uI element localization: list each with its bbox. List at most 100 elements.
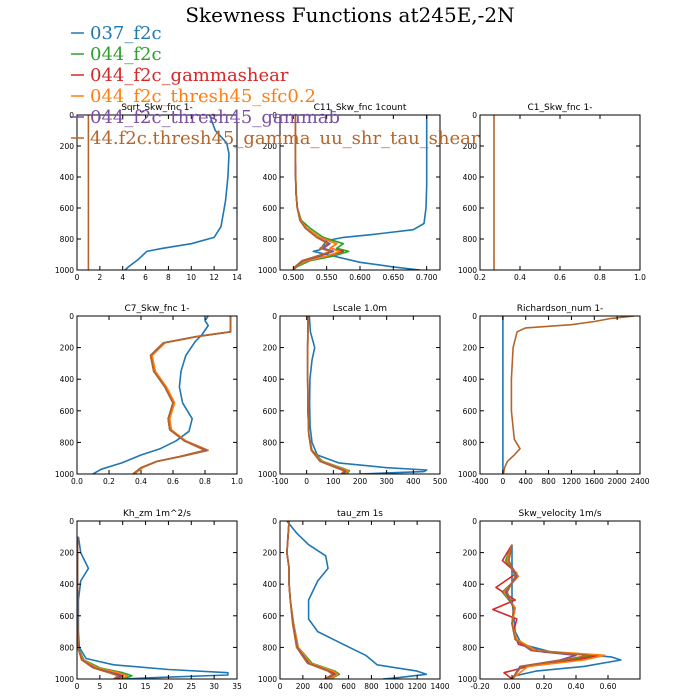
y-tick-label: 1000 [55,266,74,275]
x-tick-label: 0 [278,682,283,691]
y-tick-label: 800 [463,235,478,244]
series-group [92,316,232,474]
x-tick-label: 0 [75,273,80,282]
y-tick-label: 600 [60,204,75,213]
y-tick-label: 200 [263,344,278,353]
x-tick-label: 800 [541,477,556,486]
x-tick-label: 0.700 [416,273,438,282]
x-tick-label: 10 [187,273,197,282]
y-tick-label: 600 [463,407,478,416]
y-tick-label: 600 [263,407,278,416]
y-tick-label: 0 [69,312,74,321]
series-group [306,316,428,474]
x-tick-label: -400 [471,477,488,486]
y-tick-label: 0 [272,517,277,526]
y-tick-label: 600 [60,612,75,621]
series-group [77,536,229,679]
legend-label: 037_f2c [90,23,162,44]
x-tick-label: 0.20 [536,682,553,691]
x-tick-label: 0.600 [349,273,371,282]
x-tick-label: 0.500 [283,273,305,282]
x-tick-label: 1000 [385,682,404,691]
x-tick-label: 0 [75,682,80,691]
plot-frame [76,114,238,271]
x-tick-label: 0.00 [504,682,521,691]
y-tick-label: 400 [463,580,478,589]
y-tick-label: 0 [472,111,477,120]
y-tick-label: 200 [263,142,278,151]
plot-frame [479,520,641,680]
panel-2: C11_Skw_fnc 1count 0 200 400 600 800 1000 0.500… [258,103,441,282]
legend-item: 044_f2c [71,44,162,65]
panel-title: C11_Skw_fnc 1count [314,103,407,113]
x-tick-label: 400 [519,477,534,486]
x-tick-label: 0.8 [199,477,211,486]
series-line-1 [92,316,209,474]
x-tick-label: 2000 [608,477,627,486]
y-tick-label: 800 [263,235,278,244]
x-tick-label: 1400 [430,682,449,691]
y-tick-label: 400 [463,375,478,384]
y-tick-label: 400 [263,375,278,384]
y-tick-label: 0 [69,111,74,120]
x-tick-label: 15 [141,682,151,691]
y-tick-label: 800 [263,643,278,652]
series-line-6 [292,115,332,270]
y-tick-label: 600 [60,407,75,416]
y-tick-label: 400 [263,173,278,182]
x-tick-label: -100 [271,477,288,486]
x-tick-label: 0.60 [600,682,617,691]
x-tick-label: 35 [232,682,242,691]
x-tick-label: 0 [500,477,505,486]
y-tick-label: 800 [263,438,278,447]
panel-title: Sqrt_Skw_fnc 1- [121,103,193,113]
x-tick-label: 1.0 [634,273,646,282]
x-tick-label: 0.6 [554,273,566,282]
series-line-2 [502,316,635,474]
series-line-1 [286,521,428,679]
y-tick-label: 600 [263,612,278,621]
x-tick-label: 0.550 [316,273,338,282]
x-tick-label: 20 [164,682,174,691]
x-tick-label: 0 [304,477,309,486]
x-tick-label: 1200 [408,682,427,691]
x-tick-label: 0.650 [383,273,405,282]
plot-frame [76,315,238,475]
y-tick-label: 1000 [258,266,277,275]
x-tick-label: 4 [120,273,125,282]
y-tick-label: 200 [463,549,478,558]
y-tick-label: 200 [60,344,75,353]
x-tick-label: 1.0 [231,477,243,486]
legend-item: 44.f2c.thresh45_gamma_uu_shr_tau_shear [71,128,480,149]
panel-title: tau_zm 1s [337,509,383,519]
y-tick-label: 1000 [458,675,477,684]
x-tick-label: 2 [97,273,102,282]
series-group [502,316,635,474]
series-line-6 [506,544,590,679]
y-tick-label: 800 [60,235,75,244]
series-line-6 [306,316,345,474]
plot-frame [479,315,641,475]
y-tick-label: 200 [263,549,278,558]
x-tick-label: 0.40 [568,682,585,691]
legend-item: 044_f2c_thresh45_gammab [71,107,340,128]
y-tick-label: 1000 [55,675,74,684]
series-line-6 [132,316,232,474]
y-tick-label: 200 [463,142,478,151]
y-tick-label: 400 [60,580,75,589]
legend-label: 044_f2c [90,44,162,65]
series-group [292,115,428,270]
x-tick-label: 14 [232,273,242,282]
y-tick-label: 1000 [458,266,477,275]
y-tick-label: 400 [60,375,75,384]
y-tick-label: 200 [463,344,478,353]
y-tick-label: 800 [60,643,75,652]
y-tick-label: 800 [463,438,478,447]
plot-frame [76,520,238,680]
x-tick-label: 800 [364,682,379,691]
y-tick-label: 600 [263,204,278,213]
